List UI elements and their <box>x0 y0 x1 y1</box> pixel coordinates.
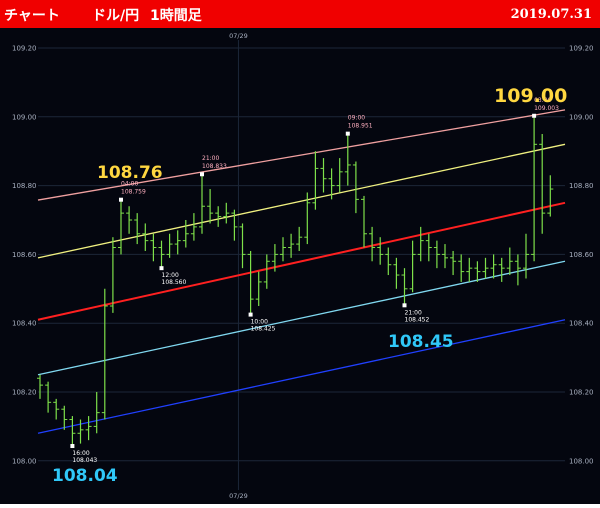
y-tick-label-left: 108.20 <box>12 389 37 397</box>
extreme-marker <box>345 131 350 136</box>
y-tick-label-right: 108.40 <box>569 320 594 328</box>
y-tick-label-right: 108.80 <box>569 182 594 190</box>
y-tick-label-left: 108.60 <box>12 251 37 259</box>
y-tick-label-left: 108.00 <box>12 457 37 465</box>
marker-time: 16:00 <box>72 450 89 457</box>
header-title: チャート <box>4 8 60 24</box>
y-tick-label-right: 108.20 <box>569 389 594 397</box>
marker-value: 108.833 <box>202 163 227 170</box>
extreme-marker <box>70 444 75 449</box>
currency-pair: ドル/円 <box>92 8 140 24</box>
marker-time: 03:00 <box>534 97 551 104</box>
trend-line <box>37 319 566 434</box>
y-tick-label-right: 108.00 <box>569 457 594 465</box>
trend-line <box>37 201 566 321</box>
marker-time: 04:00 <box>121 181 138 188</box>
price-annotation: 108.76 <box>97 163 163 183</box>
marker-value: 108.759 <box>121 189 146 196</box>
marker-value: 108.560 <box>162 279 187 286</box>
extreme-marker <box>200 172 204 177</box>
y-tick-label-right: 109.20 <box>569 45 594 53</box>
marker-time: 10:00 <box>251 319 268 326</box>
price-annotation: 109.00 <box>494 85 567 107</box>
timeframe: 1時間足 <box>150 8 202 24</box>
trend-line <box>37 109 566 201</box>
extreme-marker <box>248 312 253 317</box>
x-tick-label-bottom: 07/29 <box>229 492 248 500</box>
y-tick-label-right: 109.00 <box>569 113 594 121</box>
marker-time: 21:00 <box>405 309 422 316</box>
y-tick-label-left: 108.80 <box>12 182 37 190</box>
marker-time: 09:00 <box>348 115 365 122</box>
trend-line <box>37 143 566 259</box>
extreme-marker <box>119 197 123 202</box>
y-tick-label-left: 108.40 <box>12 320 37 328</box>
marker-value: 108.043 <box>72 457 97 464</box>
y-tick-label-left: 109.00 <box>12 113 37 121</box>
marker-value: 108.951 <box>348 123 373 130</box>
extreme-marker <box>532 113 537 118</box>
chart-svg: 108.00 108.00 108.20 108.20 108.40 108.40 108.… <box>12 32 594 500</box>
header-bar: チャート ドル/円 1時間足 2019.07.31 <box>0 0 600 28</box>
price-annotation: 108.04 <box>52 466 118 486</box>
price-chart: 108.00 108.00 108.20 108.20 108.40 108.40 108.… <box>0 28 600 504</box>
extreme-marker <box>159 266 164 271</box>
marker-value: 109.003 <box>534 105 559 112</box>
price-annotation: 108.45 <box>388 332 454 352</box>
marker-value: 108.452 <box>405 316 430 323</box>
marker-time: 12:00 <box>162 272 179 279</box>
x-tick-label-top: 07/29 <box>229 32 248 40</box>
marker-time: 21:00 <box>202 155 219 162</box>
extreme-marker <box>402 303 407 308</box>
marker-value: 108.425 <box>251 326 276 333</box>
header-date: 2019.07.31 <box>510 7 592 22</box>
y-tick-label-right: 108.60 <box>569 251 594 259</box>
y-tick-label-left: 109.20 <box>12 45 37 53</box>
